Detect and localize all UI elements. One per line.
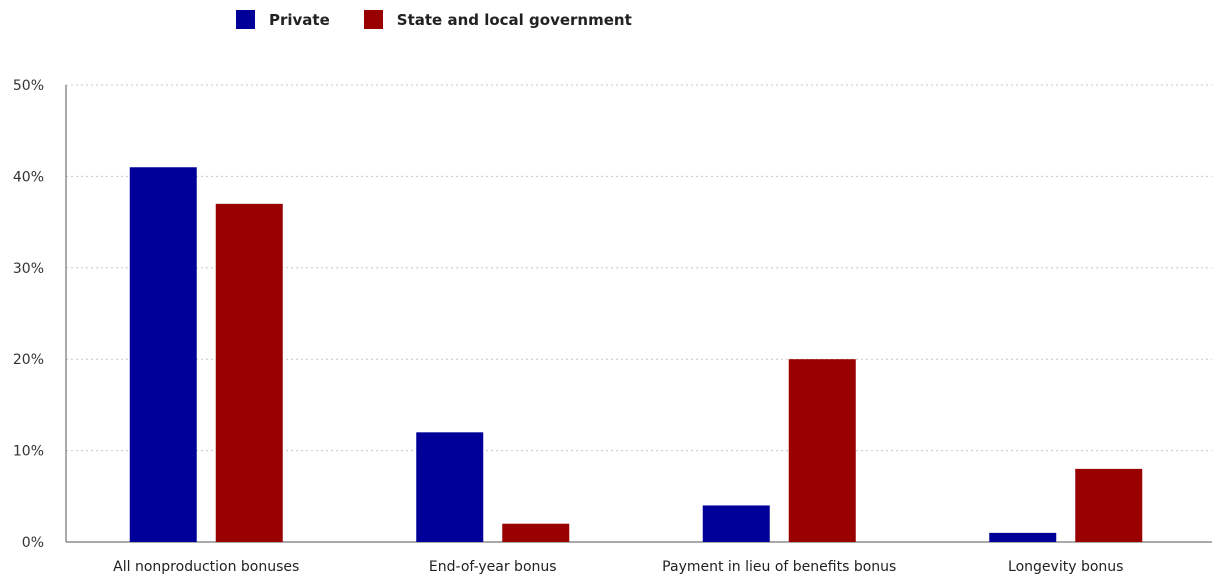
y-tick-label: 40% [13,169,44,185]
y-tick-label: 10% [13,444,44,460]
bar-private [989,532,1057,542]
y-tick-label: 30% [13,261,44,277]
x-tick-label: Payment in lieu of benefits bonus [662,559,896,575]
x-tick-label: All nonproduction bonuses [113,559,299,575]
legend-item-state-local: State and local government [363,10,632,29]
legend-label-private: Private [269,10,330,29]
legend: Private State and local government [236,10,632,29]
bar-state-local [215,203,283,542]
x-tick-label: End-of-year bonus [429,559,557,575]
y-tick-label: 20% [13,352,44,368]
x-tick-label: Longevity bonus [1008,559,1123,575]
bar-private [416,432,484,542]
bar-state-local [502,523,570,542]
bar-private [702,505,770,542]
legend-item-private: Private [236,10,330,29]
bar-private [129,167,197,542]
legend-swatch-state-local [363,10,383,29]
bar-state-local [1075,468,1143,542]
y-tick-label: 0% [22,535,44,551]
y-tick-label: 50% [13,78,44,94]
legend-label-state-local: State and local government [396,10,632,29]
bar-state-local [788,359,856,542]
legend-swatch-private [236,10,255,29]
